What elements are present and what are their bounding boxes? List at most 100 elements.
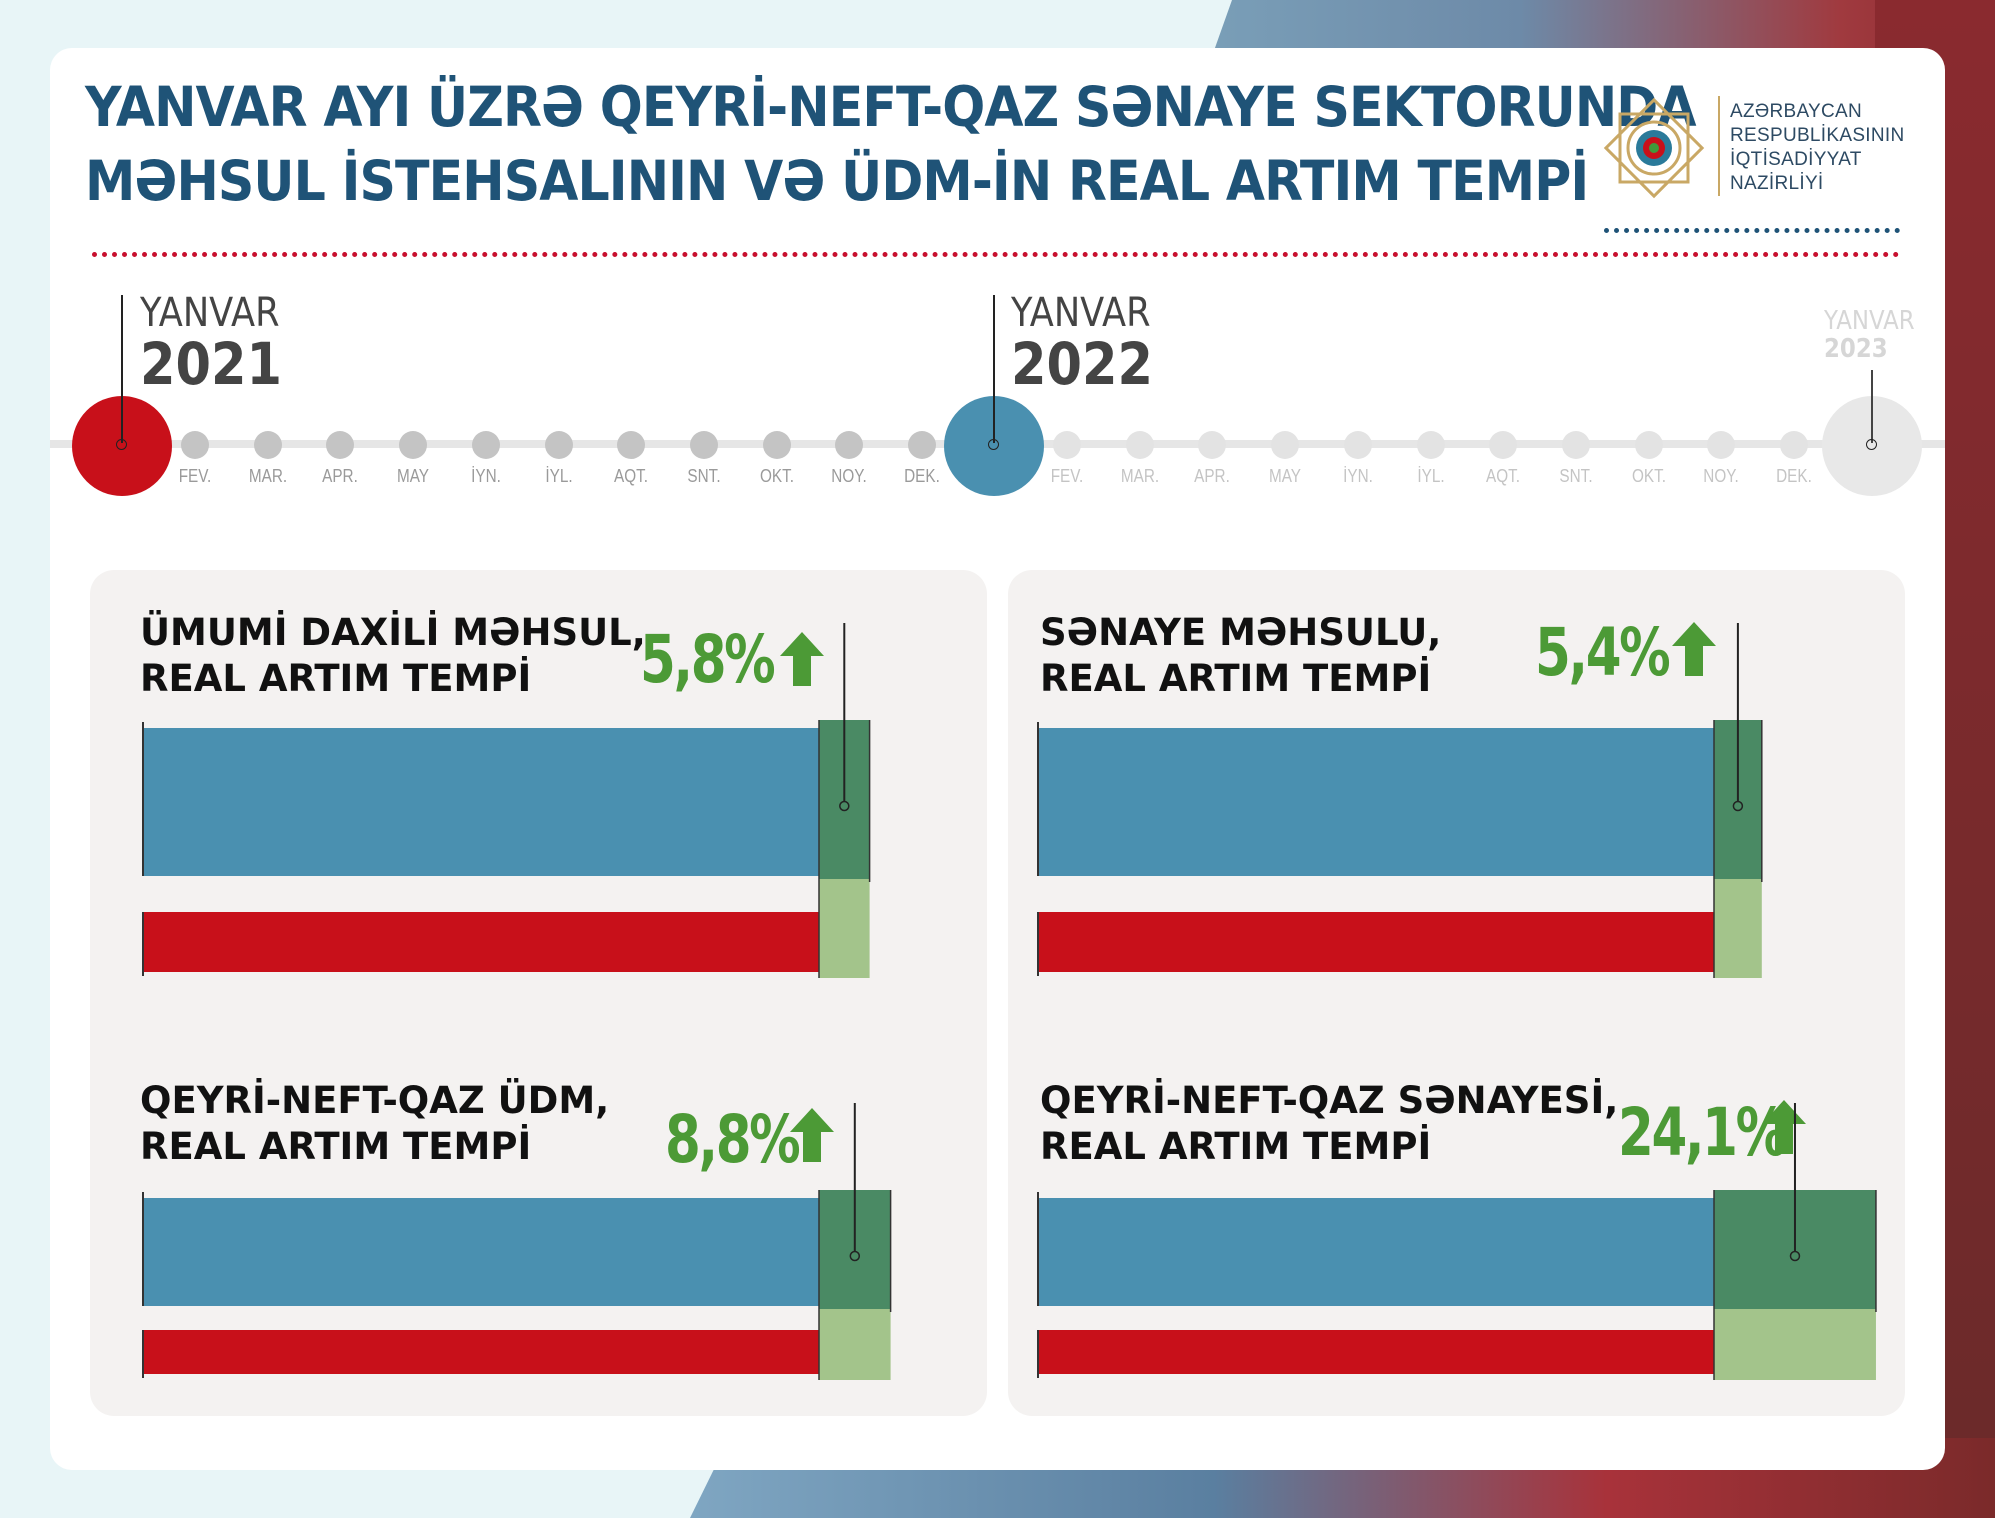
ministry-name: AZƏRBAYCAN RESPUBLİKASININ İQTİSADİYYAT … (1730, 100, 1905, 196)
metric-label-nonoil-gdp: QEYRİ-NEFT-QAZ ÜDM, REAL ARTIM TEMPİ (140, 1078, 609, 1170)
growth-extension-lower-nonoil-gdp (819, 1309, 891, 1380)
month-label: MAR. (1120, 466, 1159, 486)
metric-label-line2: REAL ARTIM TEMPİ (1040, 657, 1432, 700)
metric-label-line1: SƏNAYE MƏHSULU, (1040, 611, 1442, 654)
metric-label-line1: ÜMUMİ DAXİLİ MƏHSUL, (140, 611, 646, 654)
title-line-2: MƏHSUL İSTEHSALININ VƏ ÜDM-İN REAL ARTIM… (85, 149, 1589, 213)
bar-2022-nonoil-industry (1038, 1198, 1714, 1306)
up-arrow-icon (1672, 622, 1716, 676)
growth-extension-lower-industry (1714, 879, 1762, 978)
month-label: SNT. (1559, 466, 1593, 486)
month-dot (1343, 431, 1372, 459)
month-dot (326, 431, 355, 459)
growth-value-nonoil-gdp: 8,8% (665, 1101, 801, 1178)
month-dot (1780, 431, 1808, 459)
month-label: DEK. (1776, 466, 1812, 486)
month-label: SNT. (687, 466, 721, 486)
month-dot (1634, 431, 1663, 459)
month-dot (1198, 431, 1227, 459)
bar-2021-nonoil-industry (1038, 1330, 1714, 1374)
month-label: AQT. (1486, 466, 1521, 486)
metric-label-line2: REAL ARTIM TEMPİ (140, 1125, 532, 1168)
logo-divider (1718, 96, 1720, 196)
month-label: APR. (1194, 466, 1231, 486)
month-label: İYN. (1342, 466, 1373, 486)
pin-dot-2022 (988, 439, 999, 450)
year-label-year: 2023 (1824, 334, 1888, 364)
month-dot (399, 431, 428, 459)
year-label-month: YANVAR (1011, 290, 1151, 336)
growth-value-industry: 5,4% (1535, 614, 1671, 691)
year-label-year: 2022 (1011, 330, 1154, 398)
ministry-line-4: NAZİRLİYİ (1730, 173, 1824, 194)
pointer-dot-nonoil-gdp (849, 1250, 861, 1262)
growth-extension-lower-gdp (819, 879, 870, 978)
month-dot (1271, 431, 1300, 459)
metric-label-industry: SƏNAYE MƏHSULU, REAL ARTIM TEMPİ (1040, 610, 1441, 702)
month-dot (544, 431, 573, 459)
metric-label-nonoil-industry: QEYRİ-NEFT-QAZ SƏNAYESİ, REAL ARTIM TEMP… (1040, 1078, 1618, 1170)
ministry-emblem-icon (1603, 97, 1705, 199)
metric-label-line2: REAL ARTIM TEMPİ (140, 657, 532, 700)
month-label: FEV. (1050, 466, 1084, 486)
bar-2022-industry (1038, 728, 1714, 876)
year-label-2023: YANVAR 2023 (1824, 307, 1927, 363)
blue-dotted-divider (1604, 228, 1900, 233)
year-label-month: YANVAR (1824, 306, 1915, 336)
bar-2021-industry (1038, 912, 1714, 972)
bar-2022-gdp (143, 728, 819, 876)
month-dot (689, 431, 718, 459)
ministry-line-2: RESPUBLİKASININ (1730, 125, 1905, 146)
month-label: OKT. (1631, 466, 1666, 486)
growth-value-gdp: 5,8% (640, 621, 776, 698)
growth-value-nonoil-industry: 24,1% (1618, 1094, 1787, 1171)
month-label: DEK. (904, 466, 940, 486)
month-dot (1053, 431, 1081, 459)
year-label-month: YANVAR (140, 290, 280, 336)
month-label: OKT. (759, 466, 794, 486)
growth-extension-lower-nonoil-industry (1714, 1309, 1876, 1380)
month-dot (908, 431, 936, 459)
month-label: FEV. (178, 466, 212, 486)
year-label-2022: YANVAR 2022 (1011, 292, 1172, 394)
pin-line-2021 (121, 295, 123, 443)
pointer-dot-industry (1732, 800, 1744, 812)
month-dot (1561, 431, 1590, 459)
year-label-year: 2021 (140, 330, 283, 398)
ministry-line-3: İQTİSADİYYAT (1730, 149, 1862, 170)
up-arrow-icon (790, 1108, 834, 1162)
month-label: MAR. (248, 466, 287, 486)
bar-2021-nonoil-gdp (143, 1330, 819, 1374)
month-dot (253, 431, 282, 459)
up-arrow-icon (780, 632, 824, 686)
month-dot (1707, 431, 1736, 459)
month-label: AQT. (614, 466, 649, 486)
pin-dot-2021 (116, 439, 127, 450)
month-label: NOY. (831, 466, 868, 486)
pin-dot-2023 (1866, 439, 1877, 450)
month-dot (1489, 431, 1518, 459)
month-dot (835, 431, 864, 459)
title-line-1: YANVAR AYI ÜZRƏ QEYRİ-NEFT-QAZ SƏNAYE SE… (85, 75, 1697, 139)
month-label: MAY (397, 466, 430, 486)
month-dot (181, 431, 209, 459)
metric-label-line1: QEYRİ-NEFT-QAZ ÜDM, (140, 1079, 610, 1122)
month-dot (471, 431, 500, 459)
metric-label-line2: REAL ARTIM TEMPİ (1040, 1125, 1432, 1168)
pin-line-2022 (993, 295, 995, 443)
month-label: İYL. (1416, 466, 1445, 486)
pin-line-2023 (1871, 370, 1873, 443)
year-label-2021: YANVAR 2021 (140, 292, 301, 394)
metric-label-line1: QEYRİ-NEFT-QAZ SƏNAYESİ, (1040, 1079, 1619, 1122)
month-label: MAY (1269, 466, 1302, 486)
metric-label-gdp: ÜMUMİ DAXİLİ MƏHSUL, REAL ARTIM TEMPİ (140, 610, 646, 702)
page-title: YANVAR AYI ÜZRƏ QEYRİ-NEFT-QAZ SƏNAYE SE… (85, 70, 1697, 218)
month-label: İYL. (544, 466, 573, 486)
month-dot (1416, 431, 1445, 459)
pointer-dot-nonoil-industry (1789, 1250, 1801, 1262)
bar-2021-gdp (143, 912, 819, 972)
bar-2022-nonoil-gdp (143, 1198, 819, 1306)
red-dotted-divider (92, 252, 1900, 257)
month-dot (617, 431, 646, 459)
